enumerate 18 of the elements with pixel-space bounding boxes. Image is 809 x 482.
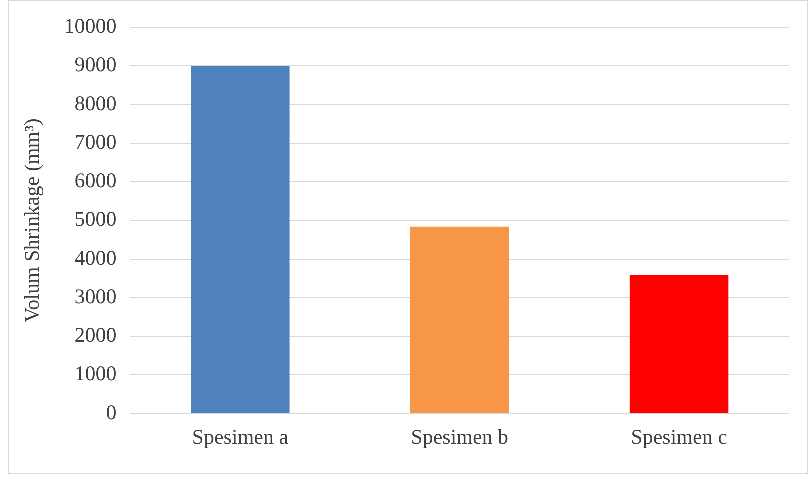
- y-tick-label: 3000: [74, 284, 117, 308]
- y-tick-label: 2000: [74, 323, 117, 348]
- x-tick-label: Spesimen a: [192, 424, 290, 449]
- y-tick-label: 10000: [64, 14, 117, 38]
- y-tick-label: 6000: [74, 168, 117, 193]
- y-tick-label: 7000: [74, 130, 117, 154]
- y-tick-label: 8000: [74, 91, 117, 116]
- x-tick-label: Spesimen b: [411, 424, 509, 449]
- y-axis-title: Volum Shrinkage (mm³): [20, 118, 44, 323]
- x-tick-label: Spesimen c: [631, 424, 728, 449]
- y-tick-label: 9000: [74, 52, 117, 77]
- bar: [410, 226, 510, 414]
- y-tick-label: 4000: [74, 246, 117, 270]
- bar: [191, 66, 290, 414]
- y-tick-label: 0: [106, 400, 117, 424]
- y-tick-label: 5000: [74, 207, 117, 232]
- y-tick-label: 1000: [74, 362, 117, 386]
- bar: [630, 275, 729, 414]
